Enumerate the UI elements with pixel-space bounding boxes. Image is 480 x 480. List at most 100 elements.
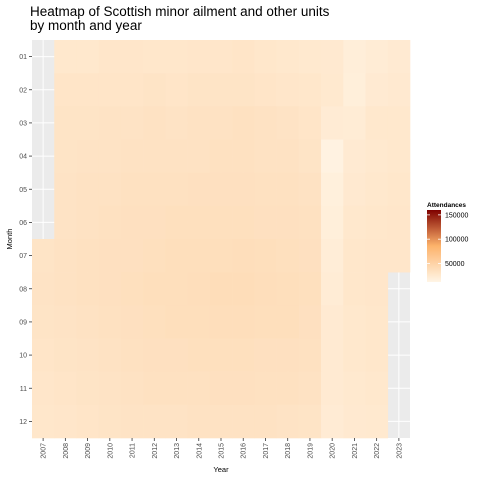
heatmap-cell [54,371,77,406]
x-tick-label: 2014 [196,443,203,459]
heatmap-cell [187,205,211,240]
heatmap-cell [54,106,77,140]
heatmap-cell [143,338,166,372]
heatmap-cell [209,172,233,207]
heatmap-cell [165,239,188,273]
heatmap-cell [98,371,122,406]
legend-tick-label: 100000 [445,237,468,244]
heatmap-cell [343,172,366,207]
heatmap-cell [120,338,144,372]
y-tick-label: 07 [19,253,27,260]
heatmap-cell [54,404,77,439]
heatmap-cell [187,106,211,140]
heatmap-cell [343,73,366,107]
heatmap-cell [365,272,389,306]
y-axis-title: Month [5,229,14,250]
x-tick-label: 2007 [41,443,48,459]
y-tick-label: 03 [19,120,27,127]
x-tick-label: 2019 [307,443,314,459]
heatmap-cell [232,338,255,372]
heatmap-cell [76,172,100,207]
heatmap-cell [298,404,322,439]
heatmap-cell [254,73,277,107]
heatmap-cell [76,404,100,439]
heatmap-cell [187,239,211,273]
heatmap-cell [254,106,277,140]
heatmap-cell [76,305,100,339]
heatmap-cell [365,40,389,74]
heatmap-cell [76,239,100,273]
heatmap-cell [54,272,77,306]
heatmap-cell [32,338,55,372]
heatmap-cell [232,139,255,173]
heatmap-cell [120,205,144,240]
heatmap-cell [276,40,300,74]
heatmap-cell [254,40,277,74]
heatmap-cell [187,40,211,74]
x-tick-label: 2012 [152,443,159,459]
heatmap-cell [98,40,122,74]
heatmap-cell [321,73,344,107]
heatmap-cell [120,371,144,406]
heatmap-cell [254,338,277,372]
heatmap-cell [321,338,344,372]
heatmap-cell [343,205,366,240]
y-tick-label: 11 [20,386,27,393]
heatmap-cell [98,172,122,207]
heatmap-cell [165,172,188,207]
heatmap-cell [321,205,344,240]
heatmap-cell [165,371,188,406]
heatmap-cell [120,40,144,74]
heatmap-cell [232,73,255,107]
heatmap-cell [54,40,77,74]
heatmap-cell [98,139,122,173]
heatmap-cell [365,371,389,406]
heatmap-cell [387,239,411,273]
heatmap-cell [276,73,300,107]
heatmap-cell [232,106,255,140]
legend-title: Attendances [427,202,466,209]
heatmap-cell [232,305,255,339]
heatmap-cell [298,305,322,339]
heatmap-cell [365,106,389,140]
y-tick-label: 04 [19,154,27,161]
legend-tick-label: 150000 [445,212,468,219]
x-tick-label: 2015 [219,443,226,459]
heatmap-cell [143,371,166,406]
heatmap-cell [120,106,144,140]
heatmap-cell [254,371,277,406]
heatmap-cell [98,73,122,107]
heatmap-cell [32,305,55,339]
heatmap-cell [387,139,411,173]
x-tick-label: 2023 [396,443,403,459]
x-tick-label: 2010 [107,443,114,459]
heatmap-cell [32,404,55,439]
heatmap-cell [209,305,233,339]
y-tick-label: 08 [19,286,27,293]
heatmap-cell [343,40,366,74]
heatmap-cell [209,239,233,273]
heatmap-cell [120,139,144,173]
heatmap-cell [232,371,255,406]
heatmap-cell [76,272,100,306]
heatmap-cell [32,272,55,306]
heatmap-cell [209,205,233,240]
heatmap-cell [365,239,389,273]
heatmap-cell [76,106,100,140]
heatmap-cell [76,371,100,406]
x-tick-label: 2017 [263,443,270,459]
heatmap-cell [343,371,366,406]
heatmap-cell [209,73,233,107]
heatmap-cell [321,172,344,207]
chart-title: Heatmap of Scottish minor ailment and ot… [30,4,330,33]
heatmap-cell [187,404,211,439]
legend-tick-label: 50000 [445,261,465,268]
heatmap-cell [276,172,300,207]
heatmap-cell [209,272,233,306]
heatmap-cell [187,139,211,173]
x-tick-label: 2013 [174,443,181,459]
heatmap-cell [343,338,366,372]
heatmap-cell [120,272,144,306]
heatmap-cell [165,205,188,240]
heatmap-cell [321,371,344,406]
